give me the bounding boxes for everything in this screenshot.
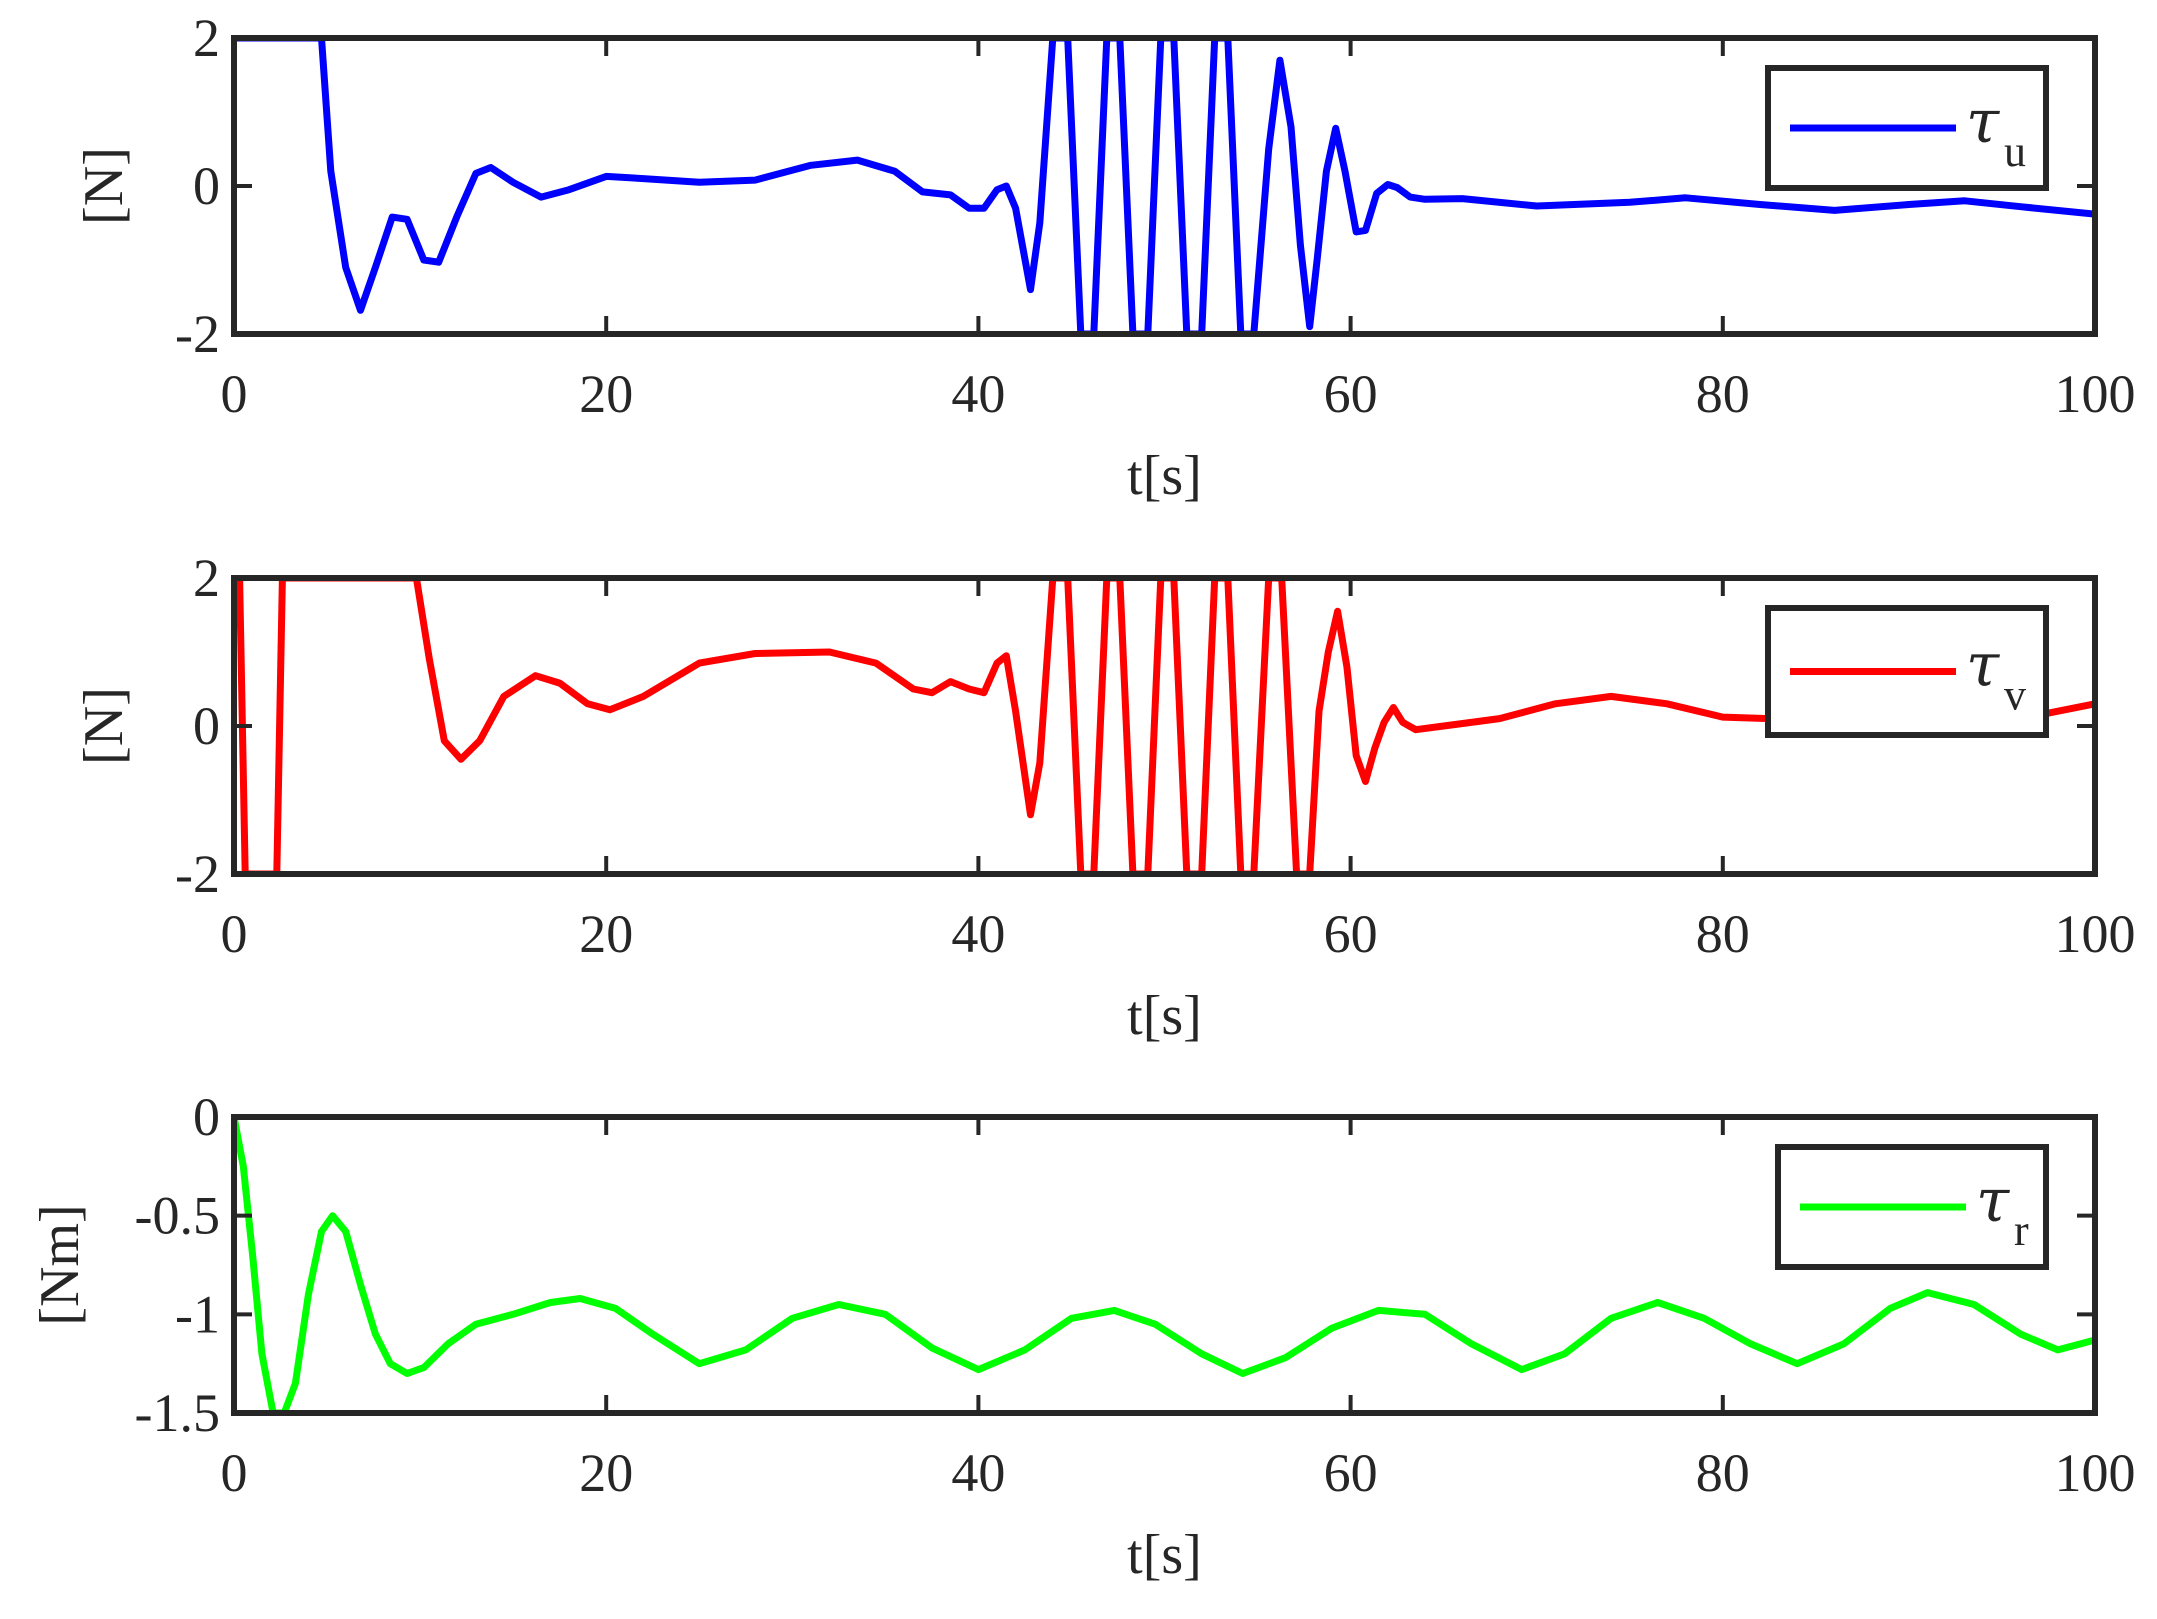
y-tick-label: 2 [193, 8, 220, 68]
x-axis-label: t[s] [1127, 985, 1202, 1047]
x-tick-label: 60 [1324, 1443, 1378, 1503]
x-tick-label: 40 [951, 1443, 1005, 1503]
series-line-1-1 [234, 38, 2095, 334]
x-axis-label: t[s] [1127, 1524, 1202, 1586]
plot-frame [231, 1114, 2098, 1416]
x-tick-label: 40 [951, 904, 1005, 964]
x-tick-label: 80 [1696, 904, 1750, 964]
x-tick-label: 0 [221, 1443, 248, 1503]
x-tick-label: 40 [951, 364, 1005, 424]
y-tick-label: -1 [175, 1284, 220, 1344]
x-tick-label: 60 [1324, 364, 1378, 424]
y-tick-label: -2 [175, 304, 220, 364]
y-tick-label: -1.5 [135, 1383, 220, 1443]
x-tick-label: 100 [2055, 1443, 2136, 1503]
y-axis-label: [N] [73, 147, 135, 225]
series-line-3-1 [234, 1117, 2095, 1413]
legend-label-subscript: v [2004, 671, 2026, 720]
legend-label: τ [1966, 631, 2000, 701]
legend-label-subscript: u [2004, 127, 2026, 176]
y-tick-label: -2 [175, 844, 220, 904]
y-tick-label: 2 [193, 548, 220, 608]
x-tick-label: 80 [1696, 1443, 1750, 1503]
x-tick-label: 20 [579, 904, 633, 964]
x-tick-label: 20 [579, 364, 633, 424]
y-tick-label: 0 [193, 696, 220, 756]
legend-label-subscript: r [2014, 1206, 2029, 1255]
y-tick-label: 0 [193, 1087, 220, 1147]
y-axis-label: [Nm] [29, 1204, 91, 1325]
x-axis-label: t[s] [1127, 445, 1202, 507]
y-axis-label: [N] [73, 687, 135, 765]
subplot-3: 0 20 40 60 80 100 -1.5 -1 -0.5 0 t[s] [Nm] τ r [29, 1087, 2136, 1586]
x-tick-label: 100 [2055, 904, 2136, 964]
x-tick-label: 80 [1696, 364, 1750, 424]
x-tick-label: 60 [1324, 904, 1378, 964]
x-tick-label: 20 [579, 1443, 633, 1503]
x-tick-label: 100 [2055, 364, 2136, 424]
y-tick-label: 0 [193, 156, 220, 216]
legend-label: τ [1976, 1166, 2010, 1236]
y-tick-label: -0.5 [135, 1186, 220, 1246]
x-tick-label: 0 [221, 364, 248, 424]
series-line-2-1 [234, 578, 2095, 874]
legend-label: τ [1966, 87, 2000, 157]
x-tick-label: 0 [221, 904, 248, 964]
